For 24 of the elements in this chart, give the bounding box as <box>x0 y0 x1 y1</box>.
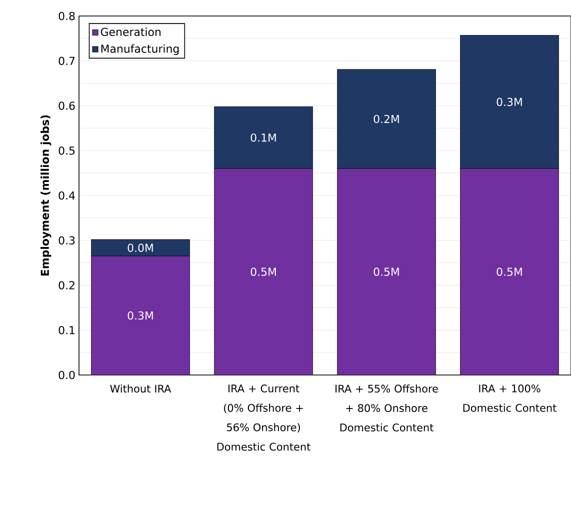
x-tick-label: IRA + Current (0% Offshore + 56% Onshore) Domestic Content <box>217 384 310 451</box>
x-tick-label: IRA + 100% Domestic Content <box>463 384 556 412</box>
y-tick-label: 0.0 <box>58 370 75 380</box>
data-label: 0.3M <box>496 98 522 106</box>
data-label: 0.5M <box>496 268 522 276</box>
y-tick-label: 0.6 <box>58 102 75 110</box>
data-label: 0.1M <box>250 133 276 142</box>
y-tick-label: 0.3 <box>58 236 75 245</box>
y-tick-label: 0.7 <box>58 56 75 66</box>
y-tick-label: 0.8 <box>58 12 75 20</box>
legend-label: Generation <box>100 28 161 36</box>
data-label: 0.3M <box>128 311 153 320</box>
legend-label: Manufacturing <box>101 44 179 55</box>
data-label: 0.5M <box>250 268 276 276</box>
y-tick-label: 0.5 <box>58 146 75 155</box>
y-tick-label: 0.2 <box>58 281 74 290</box>
y-tick-label: 0.4 <box>58 191 75 200</box>
y-tick-label: 0.1 <box>58 326 74 334</box>
data-label: 0.0M <box>128 244 153 252</box>
x-tick-label: IRA + 55% Offshore + 80% Onshore Domestic Content <box>336 384 438 432</box>
data-label: 0.5M <box>374 268 399 276</box>
x-tick-label: Without IRA <box>110 384 172 393</box>
y-axis-title: Employment (million jobs) <box>40 115 52 276</box>
data-label: 0.2M <box>374 114 399 124</box>
